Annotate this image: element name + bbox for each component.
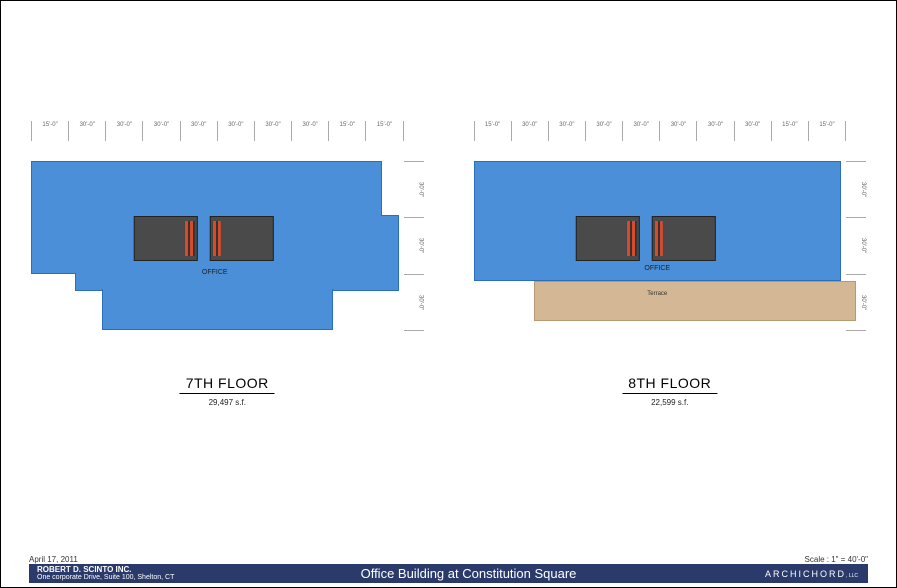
floor-name-7: 7TH FLOOR (180, 375, 275, 394)
dim-segment: 30'-0" (105, 121, 142, 141)
dim-segment: 30'-0" (291, 121, 328, 141)
client-address: One corporate Drive, Suite 100, Shelton,… (37, 574, 221, 582)
elevator-core-right (210, 216, 274, 261)
architect-suffix: , LLC (846, 573, 858, 579)
elevator-core-left (134, 216, 198, 261)
dim-segment: 30'-0" (404, 161, 424, 217)
dim-segment: 30'-0" (548, 121, 585, 141)
floorplate-7: OFFICE (31, 161, 399, 341)
project-title: Office Building at Constitution Square (229, 566, 708, 581)
dims-right-7: 30'-0"30'-0"30'-0" (404, 161, 424, 331)
floor-title-7: 7TH FLOOR 29,497 s.f. (180, 375, 275, 407)
client-block: ROBERT D. SCINTO INC. One corporate Driv… (29, 565, 229, 583)
dim-segment: 30'-0" (659, 121, 696, 141)
architect-name: ARCHICHORD (765, 569, 846, 579)
dim-segment: 30'-0" (180, 121, 217, 141)
elevator-core-right (652, 216, 716, 261)
floor-area-8: 22,599 s.f. (622, 398, 717, 407)
floor-title-8: 8TH FLOOR 22,599 s.f. (622, 375, 717, 407)
dims-top-8: 15'-0"30'-0"30'-0"30'-0"30'-0"30'-0"30'-… (474, 121, 847, 141)
dim-segment: 30'-0" (585, 121, 622, 141)
floor-name-8: 8TH FLOOR (622, 375, 717, 394)
dim-segment: 30'-0" (511, 121, 548, 141)
dim-segment: 30'-0" (696, 121, 733, 141)
terrace-area-8 (534, 281, 857, 321)
plan-8th-floor: 15'-0"30'-0"30'-0"30'-0"30'-0"30'-0"30'-… (474, 131, 867, 441)
floor-area-7: 29,497 s.f. (180, 398, 275, 407)
elevator-core-left (576, 216, 640, 261)
title-bar: ROBERT D. SCINTO INC. One corporate Driv… (29, 564, 868, 583)
building-core-7 (134, 216, 274, 261)
date-scale-bar: April 17, 2011 Scale : 1" = 40'-0" (29, 555, 868, 564)
dim-segment: 15'-0" (808, 121, 846, 141)
plans-container: 15'-0"30'-0"30'-0"30'-0"30'-0"30'-0"30'-… (31, 131, 866, 441)
dim-segment: 30'-0" (142, 121, 179, 141)
office-label-8: OFFICE (644, 265, 670, 272)
dim-segment: 15'-0" (474, 121, 511, 141)
dim-segment: 30'-0" (846, 217, 866, 273)
building-core-8 (576, 216, 716, 261)
architect-block: ARCHICHORD, LLC (708, 569, 868, 579)
plan-7th-floor: 15'-0"30'-0"30'-0"30'-0"30'-0"30'-0"30'-… (31, 131, 424, 441)
dim-segment: 30'-0" (254, 121, 291, 141)
terrace-label-8: Terrace (647, 291, 667, 297)
sheet-scale: Scale : 1" = 40'-0" (805, 555, 868, 564)
office-label-7: OFFICE (202, 269, 228, 276)
dim-segment: 15'-0" (365, 121, 403, 141)
dim-segment: 15'-0" (771, 121, 808, 141)
dim-segment: 30'-0" (217, 121, 254, 141)
notch-top-right (381, 161, 399, 216)
dim-segment: 30'-0" (846, 161, 866, 217)
client-name: ROBERT D. SCINTO INC. (37, 565, 221, 575)
dim-segment: 30'-0" (404, 274, 424, 331)
dims-top-7: 15'-0"30'-0"30'-0"30'-0"30'-0"30'-0"30'-… (31, 121, 404, 141)
dim-segment: 30'-0" (734, 121, 771, 141)
notch-bottom-left (31, 273, 76, 291)
floorplate-8: OFFICE Terrace (474, 161, 842, 341)
dim-segment: 30'-0" (404, 217, 424, 273)
dim-segment: 30'-0" (68, 121, 105, 141)
dim-segment: 15'-0" (31, 121, 68, 141)
dim-segment: 15'-0" (328, 121, 365, 141)
sheet-date: April 17, 2011 (29, 555, 78, 564)
dim-segment: 30'-0" (622, 121, 659, 141)
